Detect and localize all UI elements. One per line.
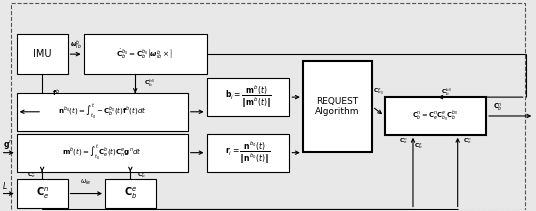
Text: $\mathbf{r}_i=\dfrac{\mathbf{n}^{b_0}(t)}{\|\mathbf{n}^{b_0}(t)\|}$: $\mathbf{r}_i=\dfrac{\mathbf{n}^{b_0}(t)… bbox=[225, 139, 271, 166]
Bar bbox=[17, 179, 68, 208]
Text: $\mathbf{C}_e^n$: $\mathbf{C}_e^n$ bbox=[399, 136, 408, 146]
Bar bbox=[17, 93, 188, 131]
Text: $\mathbf{C}_b^n$: $\mathbf{C}_b^n$ bbox=[493, 101, 503, 114]
Text: $\mathbf{C}_b^{b_0}$: $\mathbf{C}_b^{b_0}$ bbox=[144, 78, 155, 89]
Text: $\mathbf{C}_{b_0}^e$: $\mathbf{C}_{b_0}^e$ bbox=[373, 87, 384, 97]
Bar bbox=[105, 179, 156, 208]
Text: REQUEST
Algorithm: REQUEST Algorithm bbox=[315, 97, 360, 116]
Text: $\mathbf{C}_b^n=\mathbf{C}_e^n\mathbf{C}_{b_0}^e\mathbf{C}_b^{b_0}$: $\mathbf{C}_b^n=\mathbf{C}_e^n\mathbf{C}… bbox=[412, 109, 458, 123]
Text: $\mathbf{C}_e^n$: $\mathbf{C}_e^n$ bbox=[35, 186, 49, 201]
Text: IMU: IMU bbox=[33, 49, 51, 59]
Bar bbox=[206, 78, 289, 116]
Bar bbox=[303, 61, 372, 152]
Text: $\mathbf{C}_b^e$: $\mathbf{C}_b^e$ bbox=[137, 170, 146, 180]
Bar bbox=[17, 34, 68, 74]
Text: $\mathbf{C}_b^{b_0}$: $\mathbf{C}_b^{b_0}$ bbox=[441, 86, 451, 97]
Text: $\boldsymbol{\omega}_{ib}^b$: $\boldsymbol{\omega}_{ib}^b$ bbox=[70, 39, 81, 52]
Text: $\mathbf{C}_b^e$: $\mathbf{C}_b^e$ bbox=[124, 186, 137, 201]
Bar bbox=[17, 134, 188, 172]
Text: $\mathbf{C}_e^n$: $\mathbf{C}_e^n$ bbox=[27, 170, 36, 180]
Bar bbox=[206, 134, 289, 172]
Bar bbox=[384, 97, 486, 135]
Text: $\dot{\mathbf{C}}_b^{b_0}=\mathbf{C}_b^{b_0}\left[\boldsymbol{\omega}_{ib}^b\tim: $\dot{\mathbf{C}}_b^{b_0}=\mathbf{C}_b^{… bbox=[116, 47, 174, 61]
Text: $\mathbf{C}_e^n$: $\mathbf{C}_e^n$ bbox=[463, 136, 472, 146]
Text: $L$: $L$ bbox=[2, 180, 8, 191]
Text: $\mathbf{m}^b(t)=\int_{t_0}^{t}\mathbf{C}_e^b(t)\mathbf{C}_n^e\mathbf{g}^n dt$: $\mathbf{m}^b(t)=\int_{t_0}^{t}\mathbf{C… bbox=[62, 143, 142, 162]
Text: $\mathbf{n}^{b_0}(t)=\int_{t_0}^{t}-\mathbf{C}_b^{b_0}(t)\mathbf{f}^b(t)dt$: $\mathbf{n}^{b_0}(t)=\int_{t_0}^{t}-\mat… bbox=[58, 102, 146, 121]
Text: $\omega_{ie}$: $\omega_{ie}$ bbox=[80, 177, 92, 187]
Bar bbox=[84, 34, 206, 74]
Text: $\mathbf{g}^n$: $\mathbf{g}^n$ bbox=[3, 138, 14, 151]
Text: $\mathbf{C}_b^e$: $\mathbf{C}_b^e$ bbox=[414, 142, 423, 151]
Text: $\mathbf{f}^b$: $\mathbf{f}^b$ bbox=[52, 87, 59, 99]
Text: $\mathbf{b}_i=\dfrac{\mathbf{m}^b(t)}{\|\mathbf{m}^b(t)\|}$: $\mathbf{b}_i=\dfrac{\mathbf{m}^b(t)}{\|… bbox=[225, 84, 271, 110]
